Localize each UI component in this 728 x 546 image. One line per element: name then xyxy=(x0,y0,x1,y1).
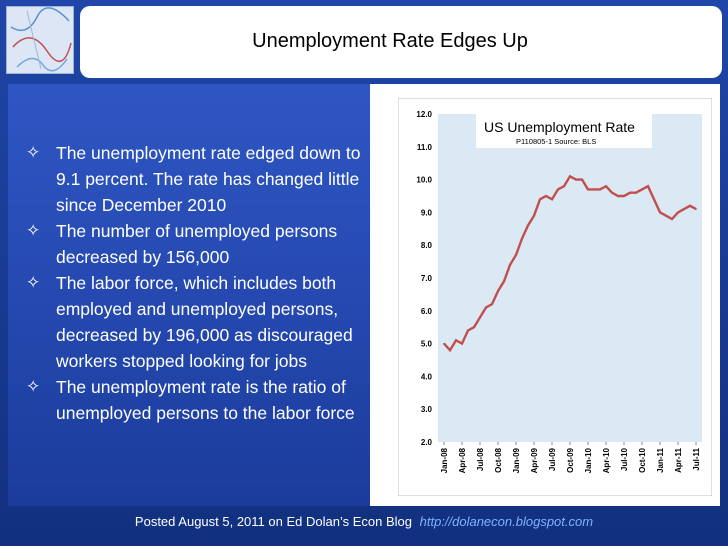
diamond-star-icon: ✧ xyxy=(26,273,41,292)
data-point xyxy=(509,264,511,266)
data-point xyxy=(485,306,487,309)
x-tick-label: Apr-09 xyxy=(530,447,539,473)
x-tick-label: Oct-10 xyxy=(638,447,647,472)
data-point xyxy=(629,191,631,194)
data-point xyxy=(533,214,535,217)
data-point xyxy=(605,185,607,187)
data-point xyxy=(611,191,613,194)
x-tick-label: Apr-11 xyxy=(674,447,683,472)
chart-title-box xyxy=(476,114,652,148)
bullet-item: ✧ The labor force, which includes both em… xyxy=(22,270,372,374)
bullet-text: The labor force, which includes both emp… xyxy=(56,273,353,371)
data-point xyxy=(497,290,499,292)
bullet-panel xyxy=(8,84,370,506)
y-tick-label: 6.0 xyxy=(421,307,433,316)
data-point xyxy=(587,188,589,191)
diamond-star-icon: ✧ xyxy=(26,377,41,396)
data-point xyxy=(491,303,493,306)
data-point xyxy=(665,214,667,217)
title-bar xyxy=(80,6,722,78)
data-point xyxy=(515,254,517,256)
data-point xyxy=(569,175,571,178)
data-point xyxy=(593,188,595,191)
data-point xyxy=(473,326,475,328)
data-point xyxy=(689,205,691,207)
footer: Posted August 5, 2011 on Ed Dolan’s Econ… xyxy=(0,514,728,529)
y-tick-label: 4.0 xyxy=(421,372,433,381)
x-tick-label: Jul-11 xyxy=(692,447,701,470)
data-point xyxy=(551,198,553,201)
data-point xyxy=(575,178,577,181)
y-tick-label: 10.0 xyxy=(416,176,432,185)
y-tick-label: 12.0 xyxy=(416,110,432,119)
data-point xyxy=(641,188,643,191)
x-tick-label: Oct-09 xyxy=(566,447,575,472)
data-point xyxy=(659,211,661,214)
data-point xyxy=(683,208,685,210)
data-point xyxy=(467,329,469,332)
y-tick-label: 11.0 xyxy=(417,143,433,152)
x-tick-label: Apr-10 xyxy=(602,447,611,473)
data-point xyxy=(521,237,523,240)
data-point xyxy=(623,195,625,197)
x-tick-label: Oct-08 xyxy=(494,447,503,472)
data-point xyxy=(647,185,649,187)
data-point xyxy=(455,339,457,342)
data-point xyxy=(581,178,583,181)
footer-text: Posted August 5, 2011 on Ed Dolan’s Econ… xyxy=(134,514,412,529)
bullet-list: ✧ The unemployment rate edged down to 9.1… xyxy=(22,140,372,426)
slide-title: Unemployment Rate Edges Up xyxy=(252,30,528,52)
plot-area xyxy=(438,114,702,442)
y-tick-label: 7.0 xyxy=(421,274,433,283)
logo-image xyxy=(6,6,74,74)
unemployment-chart: 2.0 3.0 4.0 5.0 6.0 7.0 8.0 9.0 10.0 11.0 12.0 Jan… xyxy=(397,97,713,497)
data-point xyxy=(635,191,637,194)
data-point xyxy=(695,208,697,210)
data-point xyxy=(527,224,529,227)
data-point xyxy=(443,342,445,345)
bullet-text: The number of unemployed persons decreas… xyxy=(56,221,338,267)
x-tick-label: Jan-11 xyxy=(656,447,665,472)
bullet-item: ✧ The number of unemployed persons decrea… xyxy=(22,218,372,270)
data-point xyxy=(563,185,565,187)
chart-title: US Unemployment Rate xyxy=(484,119,635,135)
data-point xyxy=(545,195,547,197)
x-tick-label: Jan-08 xyxy=(440,447,449,473)
series-points xyxy=(443,175,697,351)
diamond-star-icon: ✧ xyxy=(26,221,41,240)
data-point xyxy=(557,188,559,191)
x-tick-label: Apr-08 xyxy=(458,447,467,473)
x-axis: Jan-08 Apr-08 Jul-08 Oct-08 Jan-09 Apr-09 Jul-… xyxy=(440,442,701,473)
x-tick-label: Jul-08 xyxy=(476,447,485,471)
data-point xyxy=(617,195,619,197)
data-point xyxy=(449,349,451,351)
y-tick-label: 8.0 xyxy=(421,241,433,250)
data-point xyxy=(671,218,673,220)
data-point xyxy=(479,316,481,319)
data-point xyxy=(461,342,463,345)
diamond-star-icon: ✧ xyxy=(26,143,41,162)
data-point xyxy=(677,211,679,214)
x-tick-label: Jul-09 xyxy=(548,447,557,471)
y-axis: 2.0 3.0 4.0 5.0 6.0 7.0 8.0 9.0 10.0 11.0 12.0 xyxy=(416,110,432,447)
chart-svg: 2.0 3.0 4.0 5.0 6.0 7.0 8.0 9.0 10.0 11.0 12.0 Jan… xyxy=(397,97,713,497)
y-tick-label: 5.0 xyxy=(421,340,433,349)
x-tick-label: Jan-09 xyxy=(512,447,521,473)
chart-subtitle: P110805-1 Source: BLS xyxy=(516,137,596,146)
y-tick-label: 9.0 xyxy=(421,208,433,217)
data-point xyxy=(503,280,505,283)
bullet-item: ✧ The unemployment rate is the ratio of u… xyxy=(22,374,372,426)
blog-link[interactable]: http://dolanecon.blogspot.com xyxy=(419,514,594,529)
data-point xyxy=(599,188,601,191)
y-tick-label: 2.0 xyxy=(421,438,433,447)
bullet-text: The unemployment rate is the ratio of un… xyxy=(56,377,355,423)
bullet-text: The unemployment rate edged down to 9.1 … xyxy=(56,143,361,215)
bullet-item: ✧ The unemployment rate edged down to 9.1… xyxy=(22,140,372,218)
data-point xyxy=(653,198,655,201)
y-tick-label: 3.0 xyxy=(421,405,433,414)
x-tick-label: Jul-10 xyxy=(620,447,629,471)
x-tick-label: Jan-10 xyxy=(584,447,593,473)
data-point xyxy=(539,198,541,201)
